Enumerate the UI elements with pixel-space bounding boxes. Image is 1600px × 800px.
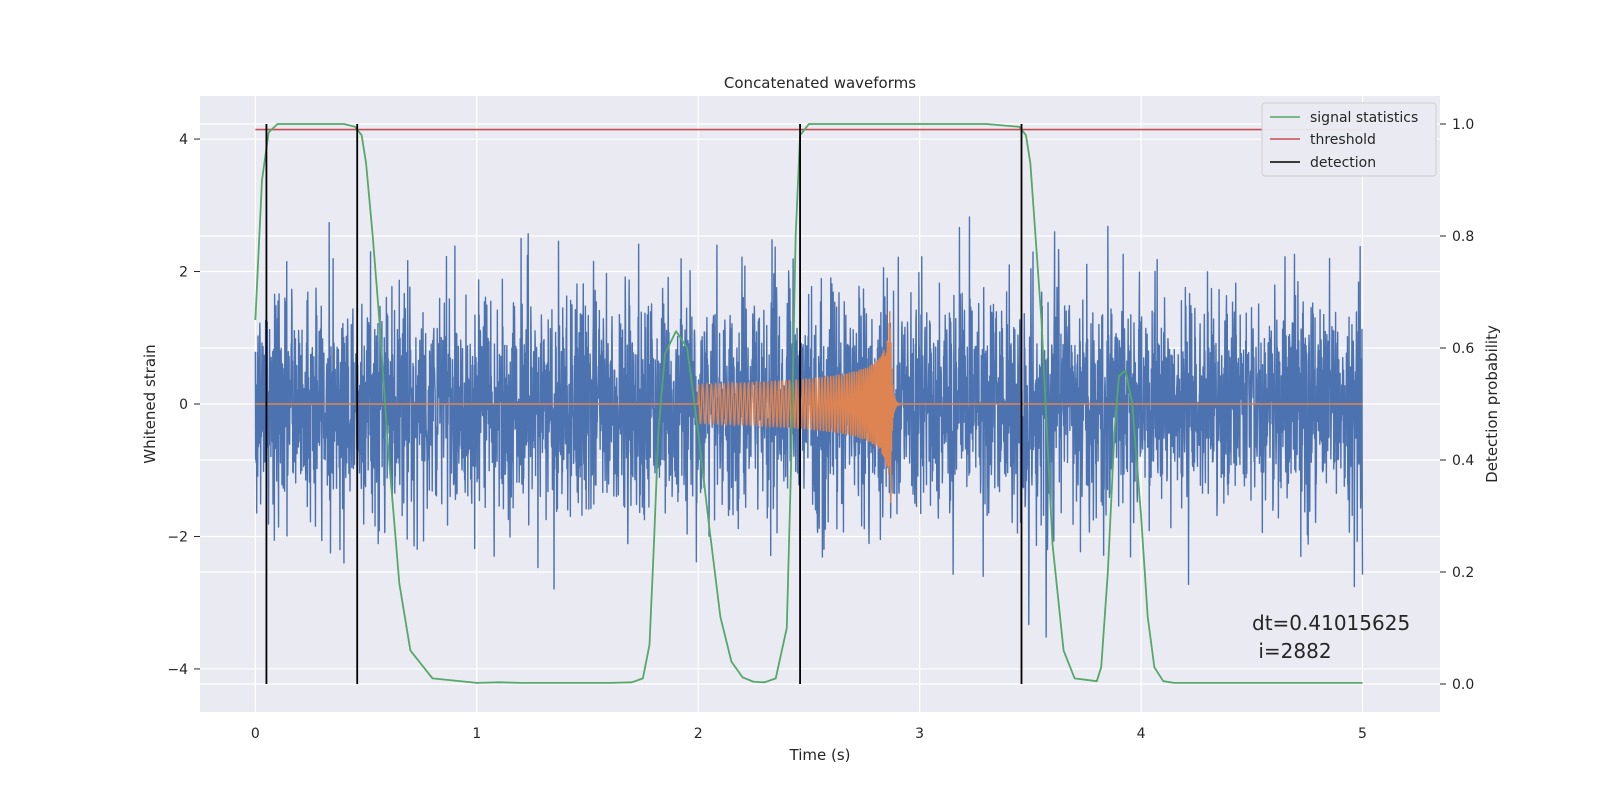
- x-tick-label: 3: [915, 726, 924, 742]
- y-right-tick-label: 0.4: [1452, 453, 1474, 469]
- signal-statistics-series: [254, 123, 1363, 684]
- x-axis-label: Time (s): [789, 746, 851, 764]
- signal-statistics-line: [254, 123, 1363, 684]
- chirp-series: [255, 311, 1363, 504]
- chirp-line: [255, 311, 1363, 504]
- chart-title: Concatenated waveforms: [724, 74, 916, 92]
- annotation-dt: dt=0.41015625: [1252, 611, 1410, 635]
- y-right-tick-label: 1.0: [1452, 117, 1474, 133]
- y-tick-label: 2: [179, 265, 188, 281]
- x-axis-ticks: 0 1 2 3 4 5: [251, 726, 1367, 742]
- y-right-axis-label: Detection probability: [1483, 325, 1501, 483]
- y-axis-ticks: −4 −2 0 2 4: [167, 132, 200, 678]
- x-tick-label: 4: [1137, 726, 1146, 742]
- x-tick-label: 5: [1358, 726, 1367, 742]
- y-right-tick-label: 0.6: [1452, 341, 1474, 357]
- y-right-axis-ticks: 0.0 0.2 0.4 0.6 0.8 1.0: [1440, 117, 1474, 693]
- y-tick-label: −4: [167, 662, 188, 678]
- x-tick-label: 1: [472, 726, 481, 742]
- y-tick-label: 0: [179, 397, 188, 413]
- legend-label-signal-statistics: signal statistics: [1310, 110, 1418, 126]
- legend-box: [1261, 102, 1437, 177]
- y-right-tick-label: 0.8: [1452, 229, 1474, 245]
- y-tick-label: −2: [167, 529, 188, 545]
- legend-label-threshold: threshold: [1310, 132, 1376, 148]
- detection-series: [265, 124, 1023, 684]
- annotation-i: i=2882: [1252, 639, 1332, 663]
- y-right-tick-label: 0.0: [1452, 677, 1474, 693]
- y-tick-label: 4: [179, 132, 188, 148]
- x-tick-label: 0: [251, 726, 260, 742]
- y-right-tick-label: 0.2: [1452, 565, 1474, 581]
- x-tick-label: 2: [694, 726, 703, 742]
- legend: signal statistics threshold detection: [1261, 102, 1437, 177]
- y-axis-label: Whitened strain: [141, 344, 159, 463]
- legend-label-detection: detection: [1310, 155, 1376, 171]
